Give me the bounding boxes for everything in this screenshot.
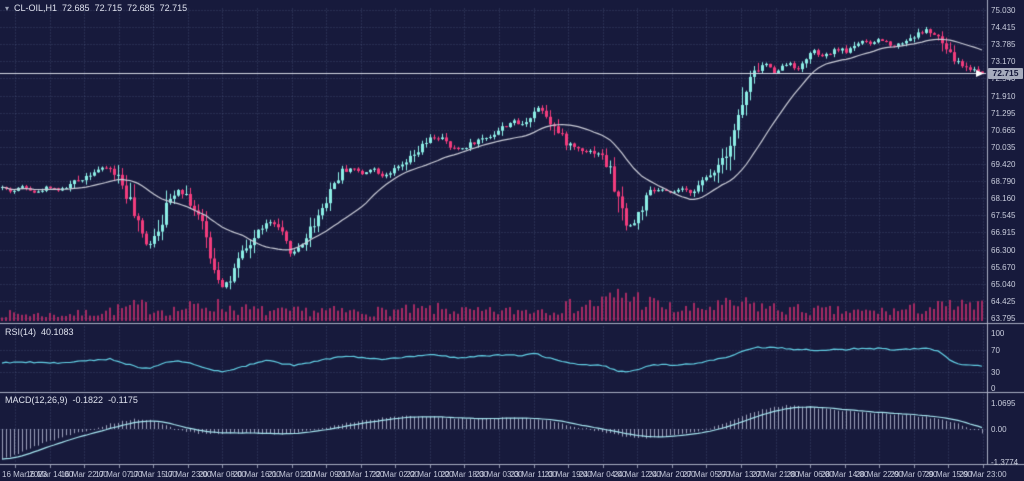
time-axis-label: 17 Mar 23:00 [164, 470, 212, 479]
time-axis-label: 17 Mar 15:00 [129, 470, 177, 479]
price-axis-label: 65.670 [991, 262, 1016, 272]
macd-signal-value: -0.1175 [108, 395, 138, 405]
time-axis-label: 29 Mar 23:00 [959, 470, 1007, 479]
price-axis-label: 73.785 [991, 40, 1016, 50]
price-axis-label: 69.420 [991, 160, 1016, 169]
ohlc-open: 72.685 [62, 3, 90, 13]
time-axis-label: 28 Mar 14:00 [821, 470, 869, 479]
time-axis-label: 24 Mar 12:00 [613, 470, 661, 479]
price-axis[interactable]: 75.030 74.415 73.785 73.170 72.540 71.910 71.2… [990, 0, 1024, 481]
price-axis-label: 72.540 [991, 74, 1016, 84]
price-axis-label: 70.665 [991, 125, 1016, 135]
price-axis-label: 63.795 [991, 314, 1016, 323]
price-axis-label: 74.415 [991, 23, 1016, 33]
macd-label: MACD(12,26,9) [5, 395, 68, 405]
symbol-timeframe: CL-OIL,H1 [14, 3, 58, 13]
rsi-indicator-label: RSI(14) 40.1083 [5, 327, 79, 337]
rsi-axis[interactable]: 100 70 30 0 [990, 0, 1024, 481]
time-axis-label: 22 Mar 10:00 [406, 470, 454, 479]
time-axis-label: 23 Mar 19:00 [544, 470, 592, 479]
current-price-tag: 72.715 [988, 67, 1023, 79]
price-axis-label: 64.425 [991, 296, 1016, 306]
price-axis-label: 75.030 [991, 6, 1016, 15]
ohlc-low: 72.685 [127, 3, 155, 13]
time-axis-label: 16 Mar 22:00 [60, 470, 108, 479]
time-axis-label: 20 Mar 16:00 [233, 470, 281, 479]
ohlc-close: 72.715 [159, 3, 188, 13]
time-axis-label: 20 Mar 08:00 [198, 470, 246, 479]
price-axis-label: 73.170 [991, 57, 1016, 67]
time-axis-label: 24 Mar 20:00 [648, 470, 696, 479]
time-axis-label: 28 Mar 06:00 [786, 470, 834, 479]
macd-main-value: -0.1822 [72, 395, 104, 405]
chart-marker-icon: ▾ [5, 4, 10, 13]
rsi-value: 40.1083 [41, 327, 74, 337]
time-axis-label: 21 Mar 09:00 [302, 470, 350, 479]
time-axis-label: 22 Mar 18:00 [440, 470, 488, 479]
time-axis-label: 21 Mar 17:00 [337, 470, 385, 479]
time-axis-label: 27 Mar 13:00 [717, 470, 765, 479]
price-axis-label: 71.295 [991, 108, 1016, 118]
rsi-axis-label: 70 [991, 345, 1000, 355]
macd-axis-label: -1.3774 [991, 458, 1019, 467]
time-axis-label: 29 Mar 07:00 [890, 470, 938, 479]
time-axis-label: 21 Mar 01:00 [267, 470, 316, 479]
time-axis-label: 23 Mar 11:00 [510, 470, 557, 479]
rsi-label: RSI(14) [5, 327, 37, 337]
price-axis-label: 66.915 [991, 228, 1016, 238]
price-axis-label: 70.035 [991, 142, 1016, 152]
price-axis-label: 68.790 [991, 177, 1016, 187]
ohlc-high: 72.715 [94, 3, 123, 13]
macd-axis[interactable]: 1.0695 0.00 -1.3774 [990, 0, 1024, 481]
time-axis-label: 29 Mar 15:00 [924, 470, 972, 479]
price-axis-label: 67.545 [991, 211, 1016, 221]
time-axis[interactable]: 16 Mar 2023 16 Mar 14:00 16 Mar 22:00 17 Ma… [0, 468, 1024, 481]
macd-axis-label: 0.00 [991, 425, 1007, 434]
price-axis-label: 71.910 [991, 91, 1016, 101]
macd-indicator-label: MACD(12,26,9) -0.1822 -0.1175 [5, 395, 143, 405]
symbol-info-line: ▾ CL-OIL,H1 72.685 72.715 72.685 72.715 [5, 3, 192, 14]
macd-axis-label: 1.0695 [991, 399, 1016, 408]
rsi-axis-label: 0 [991, 384, 996, 393]
time-axis-label: 27 Mar 05:00 [682, 470, 730, 479]
time-axis-label: 16 Mar 14:00 [25, 470, 74, 479]
time-axis-label: 23 Mar 03:00 [475, 470, 523, 479]
time-axis-label: 27 Mar 21:00 [751, 470, 800, 479]
rsi-axis-label: 30 [991, 367, 1000, 377]
time-axis-label: 28 Mar 22:00 [855, 470, 903, 479]
time-axis-label: 24 Mar 04:00 [579, 470, 627, 479]
time-axis-label: 22 Mar 02:00 [371, 470, 419, 479]
time-axis-label: 17 Mar 07:00 [95, 470, 143, 479]
current-price-value: 72.715 [992, 67, 1019, 78]
price-axis-label: 68.160 [991, 194, 1016, 204]
rsi-axis-label: 100 [991, 329, 1005, 338]
price-axis-label: 65.040 [991, 279, 1016, 289]
price-axis-label: 66.300 [991, 245, 1016, 255]
time-axis-label: 16 Mar 2023 [2, 470, 47, 479]
